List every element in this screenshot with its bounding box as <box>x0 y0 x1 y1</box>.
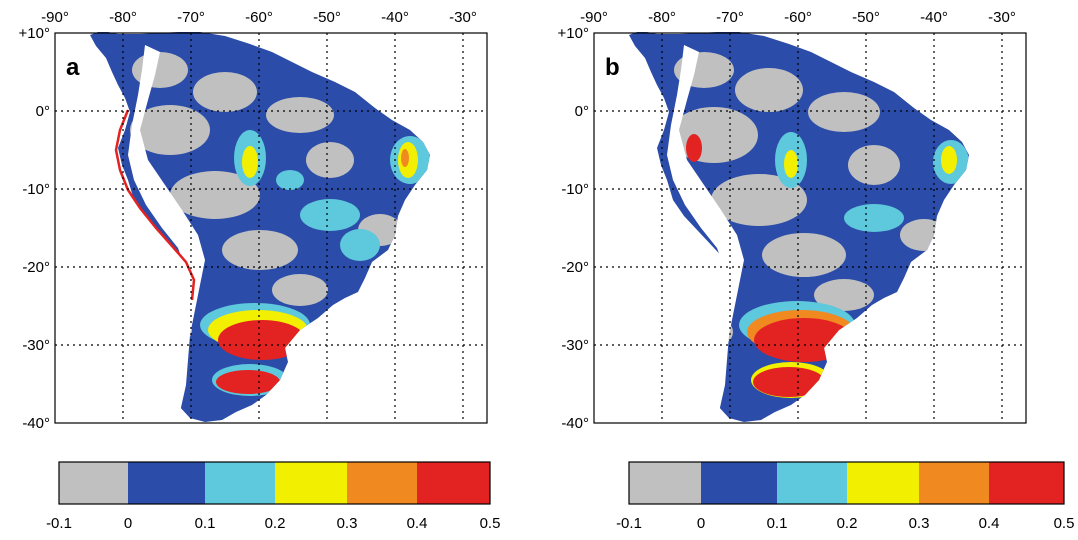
colorbar-tick-label: -0.1 <box>46 515 72 532</box>
colorbar-a: -0.1 0 0.1 0.2 0.3 0.4 0.5 <box>46 461 501 532</box>
lat-tick-label: 0° <box>575 103 589 120</box>
colorbar-tick-label: 0.3 <box>337 515 358 532</box>
colorbar-tick-label: 0.4 <box>407 515 428 532</box>
lat-tick-label: -20° <box>22 259 50 276</box>
colorbar-b: -0.1 0 0.1 0.2 0.3 0.4 0.5 <box>616 461 1075 532</box>
colorbar-swatch <box>205 462 275 504</box>
colorbar-swatch <box>989 462 1064 504</box>
panel-letter-a: a <box>66 54 80 81</box>
lon-tick-label: -60° <box>784 9 812 26</box>
colorbar-tick-label: 0 <box>124 515 132 532</box>
colorbar-swatch <box>777 462 847 504</box>
colorbar-frame <box>628 461 1065 505</box>
colorbar-tick-label: 0.5 <box>1054 515 1075 532</box>
lat-tick-label: 0° <box>36 103 50 120</box>
colorbar-tick-label: 0.2 <box>265 515 286 532</box>
map-figure-a: a -90° -80° -70° -60° -50° -40° -30° +10… <box>19 9 501 532</box>
colorbar-swatch <box>701 462 777 504</box>
lat-tick-label: +10° <box>19 25 50 42</box>
lon-tick-label: -60° <box>245 9 273 26</box>
andes-mask-a <box>128 45 205 412</box>
colorbar-tick-label: 0.5 <box>480 515 501 532</box>
colorbar-tick-label: 0.4 <box>979 515 1000 532</box>
colorbar-frame <box>58 461 491 505</box>
lon-tick-label: -50° <box>852 9 880 26</box>
lon-tick-label: -70° <box>716 9 744 26</box>
colorbar-swatch <box>847 462 919 504</box>
map-frame-a <box>54 32 488 424</box>
colorbar-swatch <box>629 462 701 504</box>
lon-tick-label: -30° <box>449 9 477 26</box>
latitude-ticks-a: +10° 0° -10° -20° -30° -40° <box>19 25 50 432</box>
coast-highlight-a <box>114 109 196 301</box>
lon-tick-label: -50° <box>313 9 341 26</box>
colorbar-swatch <box>59 462 128 504</box>
map-frame-b <box>593 32 1027 424</box>
longitude-ticks-b: -90° -80° -70° -60° -50° -40° -30° <box>580 9 1016 26</box>
colorbar-tick-label: 0.1 <box>767 515 788 532</box>
lon-tick-label: -70° <box>177 9 205 26</box>
lat-tick-label: -10° <box>561 181 589 198</box>
colorbar-swatch <box>128 462 205 504</box>
lon-tick-label: -80° <box>109 9 137 26</box>
colorbar-swatch <box>347 462 417 504</box>
lon-tick-label: -80° <box>648 9 676 26</box>
lat-tick-label: -10° <box>22 181 50 198</box>
lon-tick-label: -30° <box>988 9 1016 26</box>
longitude-ticks-a: -90° -80° -70° -60° -50° -40° -30° <box>41 9 477 26</box>
lat-tick-label: -30° <box>22 337 50 354</box>
graticule-a <box>55 33 487 423</box>
map-panel-b: b -90° -80° -70° -60° -50° -40° -30° +10… <box>539 0 1078 540</box>
lat-tick-label: +10° <box>558 25 589 42</box>
graticule-b <box>594 33 1026 423</box>
andes-mask-b <box>667 45 744 412</box>
colorbar-swatch <box>275 462 347 504</box>
colorbar-tick-label: -0.1 <box>616 515 642 532</box>
map-panel-a: a -90° -80° -70° -60° -50° -40° -30° +10… <box>19 9 501 532</box>
colorbar-tick-label: 0.1 <box>195 515 216 532</box>
colorbar-swatch <box>919 462 989 504</box>
colorbar-tick-label: 0 <box>697 515 705 532</box>
lon-tick-label: -90° <box>580 9 608 26</box>
colorbar-tick-label: 0.2 <box>837 515 858 532</box>
colorbar-swatch <box>417 462 490 504</box>
lon-tick-label: -40° <box>381 9 409 26</box>
panel-letter-b: b <box>605 54 620 81</box>
lat-tick-label: -20° <box>561 259 589 276</box>
lon-tick-label: -90° <box>41 9 69 26</box>
map-figure-b: b -90° -80° -70° -60° -50° -40° -30° +10… <box>558 9 1075 532</box>
lat-tick-label: -40° <box>22 415 50 432</box>
lon-tick-label: -40° <box>920 9 948 26</box>
lat-tick-label: -30° <box>561 337 589 354</box>
lat-tick-label: -40° <box>561 415 589 432</box>
colorbar-tick-label: 0.3 <box>909 515 930 532</box>
latitude-ticks-b: +10° 0° -10° -20° -30° -40° <box>558 25 589 432</box>
